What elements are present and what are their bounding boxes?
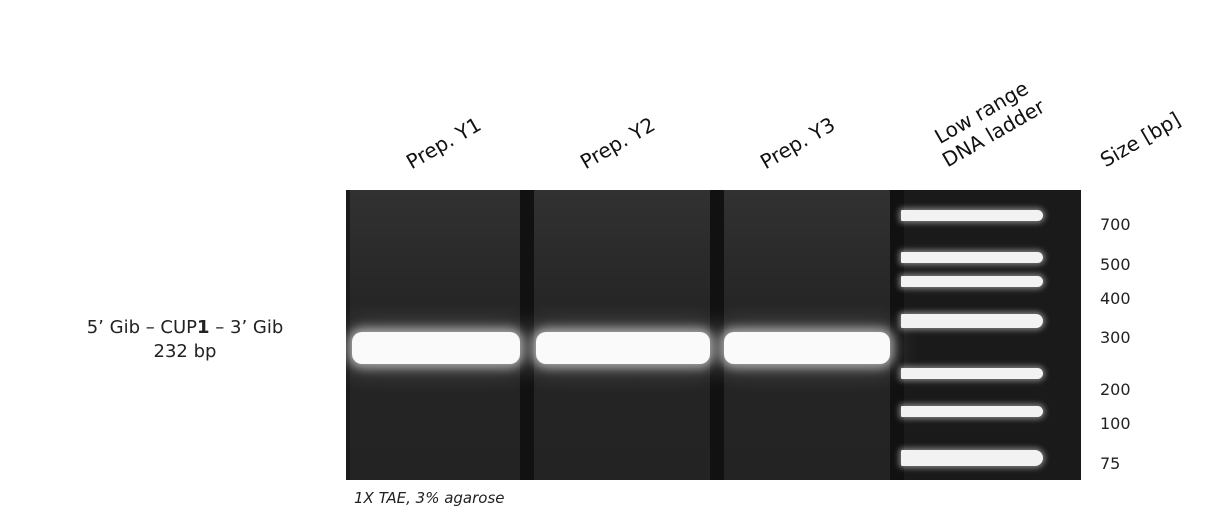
size-mark-75: 75 xyxy=(1100,454,1121,473)
ladder-band-700 xyxy=(901,210,1043,221)
sample-band-y2 xyxy=(536,332,710,364)
size-mark-300: 300 xyxy=(1100,328,1131,347)
lane-label-y3: Prep. Y3 xyxy=(756,112,840,174)
size-mark-100: 100 xyxy=(1100,414,1131,433)
sample-name-prefix: 5’ Gib – CUP xyxy=(86,317,198,338)
ladder-band-100 xyxy=(901,406,1043,417)
ladder-band-200 xyxy=(901,368,1043,379)
size-mark-700: 700 xyxy=(1100,215,1131,234)
gel-image xyxy=(346,190,1081,480)
lane-label-y1: Prep. Y1 xyxy=(402,112,486,174)
lane-gap xyxy=(890,190,904,480)
lane-label-y2: Prep. Y2 xyxy=(576,112,660,174)
ladder-band-500 xyxy=(901,252,1043,263)
sample-name-bold: 1 xyxy=(197,317,210,338)
gel-conditions: 1X TAE, 3% agarose xyxy=(354,489,505,507)
sample-name-suffix: – 3’ Gib xyxy=(209,317,284,338)
sample-label: 5’ Gib – CUP1 – 3’ Gib 232 bp xyxy=(40,316,330,364)
ladder-band-300 xyxy=(901,314,1043,328)
size-mark-400: 400 xyxy=(1100,289,1131,308)
size-mark-500: 500 xyxy=(1100,255,1131,274)
ladder-label: Low range DNA ladder xyxy=(926,73,1048,172)
lane-gap xyxy=(710,190,724,480)
lane-gap xyxy=(520,190,534,480)
sample-size: 232 bp xyxy=(153,341,217,362)
size-mark-200: 200 xyxy=(1100,380,1131,399)
sample-name: 5’ Gib – CUP1 – 3’ Gib xyxy=(40,316,330,340)
ladder-band-75 xyxy=(901,450,1043,466)
size-header: Size [bp] xyxy=(1096,107,1185,172)
sample-band-y3 xyxy=(724,332,890,364)
ladder-band-400 xyxy=(901,276,1043,287)
sample-band-y1 xyxy=(352,332,520,364)
